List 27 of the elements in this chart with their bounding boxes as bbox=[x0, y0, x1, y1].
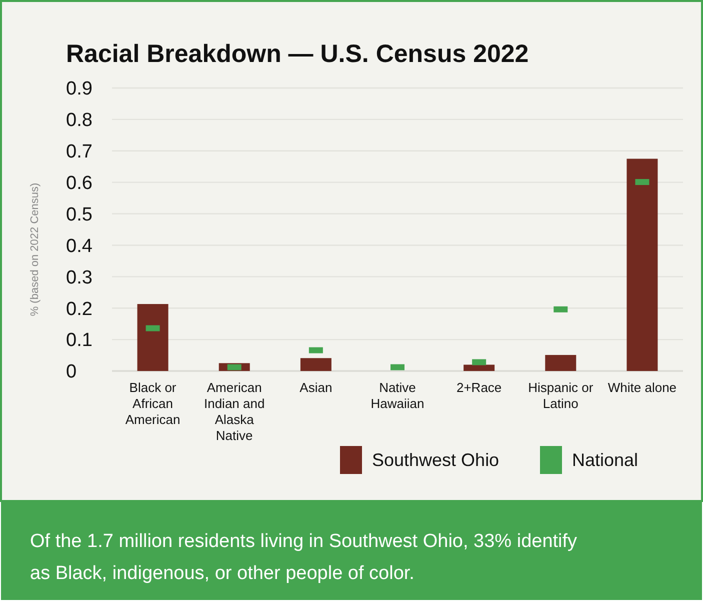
x-tick-label: Hispanic or Latino bbox=[528, 380, 594, 411]
x-tick-label: 2+Race bbox=[456, 380, 502, 395]
chart-title: Racial Breakdown — U.S. Census 2022 bbox=[66, 40, 529, 68]
x-tick-label: American Indian and Alaska Native bbox=[204, 380, 265, 443]
y-tick-label: 0.7 bbox=[66, 142, 92, 163]
legend-label: National bbox=[572, 450, 638, 470]
y-tick-label: 0.2 bbox=[66, 298, 92, 320]
x-tick-label: Asian bbox=[300, 380, 332, 395]
y-tick-label: 0.6 bbox=[66, 172, 92, 194]
text: Of the 1.7 million residents living in Southwest Ohio, 33% identify as Black, indigenous, or other people of color. bbox=[30, 531, 578, 584]
y-axis-title: % (based on 2022 Census) bbox=[29, 182, 41, 316]
bar bbox=[545, 354, 576, 371]
y-tick-label: 0.5 bbox=[66, 204, 92, 226]
bar bbox=[464, 364, 495, 371]
legend-label: Southwest Ohio bbox=[372, 450, 500, 470]
y-tick-label: 0.9 bbox=[66, 78, 92, 100]
x-tick-label: Native Hawaiian bbox=[370, 380, 424, 411]
x-tick-label: White alone bbox=[608, 380, 677, 395]
x-tick-label: Black or African American bbox=[125, 380, 180, 427]
y-tick-label: 0.1 bbox=[66, 330, 92, 352]
bar bbox=[626, 158, 658, 371]
y-tick-label: 0.4 bbox=[66, 236, 93, 257]
y-tick-label: 0.8 bbox=[66, 110, 92, 132]
y-tick-label: 0.3 bbox=[66, 267, 92, 288]
bar bbox=[137, 304, 168, 371]
y-tick-label: 0 bbox=[66, 362, 77, 383]
bar bbox=[300, 358, 332, 371]
